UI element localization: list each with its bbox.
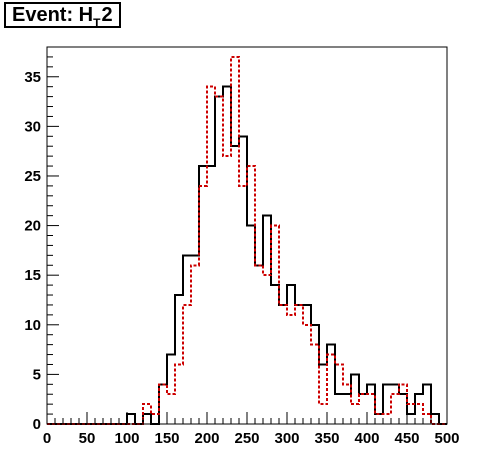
series-2-histogram [47, 55, 447, 425]
title-suffix: 2 [101, 4, 113, 26]
y-tick-label: 25 [24, 168, 41, 185]
x-tick-label: 50 [79, 430, 96, 447]
y-tick-label: 5 [33, 366, 41, 383]
x-tick-label: 150 [154, 430, 179, 447]
x-tick-label: 350 [314, 430, 339, 447]
title-subscript: T [93, 16, 101, 30]
plot-frame [46, 46, 448, 425]
x-tick-label: 300 [274, 430, 299, 447]
x-tick-label: 200 [194, 430, 219, 447]
x-tick-label: 450 [394, 430, 419, 447]
y-tick-label: 15 [24, 267, 41, 284]
y-tick-label: 30 [24, 118, 41, 135]
x-tick-label: 400 [354, 430, 379, 447]
y-tick-label: 35 [24, 69, 41, 86]
series-1-histogram [47, 85, 447, 425]
y-tick-label: 0 [33, 416, 41, 433]
y-tick-label: 20 [24, 218, 41, 235]
y-tick-label: 10 [24, 317, 41, 334]
series-layer [47, 55, 447, 425]
x-tick-label: 500 [434, 430, 459, 447]
axis-layer: 0 50 100 150 200 250 300 350 400 450 500 0 5 10 15 20 25… [24, 56, 460, 447]
x-tick-label: 0 [43, 430, 51, 447]
x-tick-label: 100 [114, 430, 139, 447]
x-tick-label: 250 [234, 430, 259, 447]
chart-title: Event: HT2 [4, 2, 121, 30]
title-prefix: Event: H [12, 4, 94, 26]
